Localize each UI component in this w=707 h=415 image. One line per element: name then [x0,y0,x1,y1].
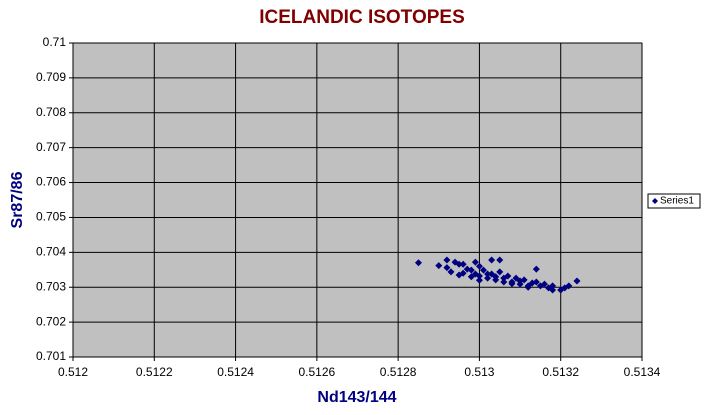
y-tick-label: 0.701 [36,349,66,363]
y-tick-label: 0.704 [36,245,66,259]
y-tick-label: 0.71 [43,35,67,49]
point [573,277,581,285]
y-tick-label: 0.705 [36,210,66,224]
point [475,272,483,280]
y-tick-label: 0.708 [36,105,66,119]
point [471,258,479,266]
x-tick-label: 0.5126 [299,365,336,379]
plot-area [72,42,643,358]
legend-marker [652,198,658,204]
point [467,273,475,281]
point [455,260,463,268]
point [532,265,540,273]
point [475,262,483,270]
x-tick-label: 0.5128 [380,365,417,379]
x-tick-label: 0.513 [464,365,494,379]
point [549,286,557,294]
point [443,264,451,272]
x-tick-label: 0.5124 [217,365,254,379]
y-tick-label: 0.709 [36,70,66,84]
point [435,262,443,270]
point [516,277,524,285]
point [484,274,492,282]
y-tick-label: 0.706 [36,175,66,189]
point [484,270,492,278]
point [540,280,548,288]
point [528,279,536,287]
point [492,273,500,281]
point [447,268,455,276]
point [414,259,422,267]
y-tick-label: 0.707 [36,140,66,154]
y-axis-label: Sr87/86 [9,171,26,228]
point [565,282,573,290]
point [496,256,504,264]
y-tick-label: 0.702 [36,314,66,328]
y-tick-label: 0.703 [36,279,66,293]
point [459,260,467,268]
x-tick-label: 0.5122 [136,365,173,379]
point [500,278,508,286]
legend-box [647,193,701,209]
legend-label: Series1 [660,196,694,207]
point [524,283,532,291]
point [496,268,504,276]
point [549,282,557,290]
point [479,266,487,274]
point [508,280,516,288]
x-tick-label: 0.512 [58,365,88,379]
chart-title: ICELANDIC ISOTOPES [259,7,465,28]
point [443,256,451,264]
x-tick-label: 0.5134 [624,365,661,379]
point [459,269,467,277]
point [500,274,508,282]
point [475,276,483,284]
point [488,256,496,264]
x-axis-label: Nd143/144 [317,389,396,406]
point [463,265,471,273]
x-tick-label: 0.5132 [542,365,579,379]
